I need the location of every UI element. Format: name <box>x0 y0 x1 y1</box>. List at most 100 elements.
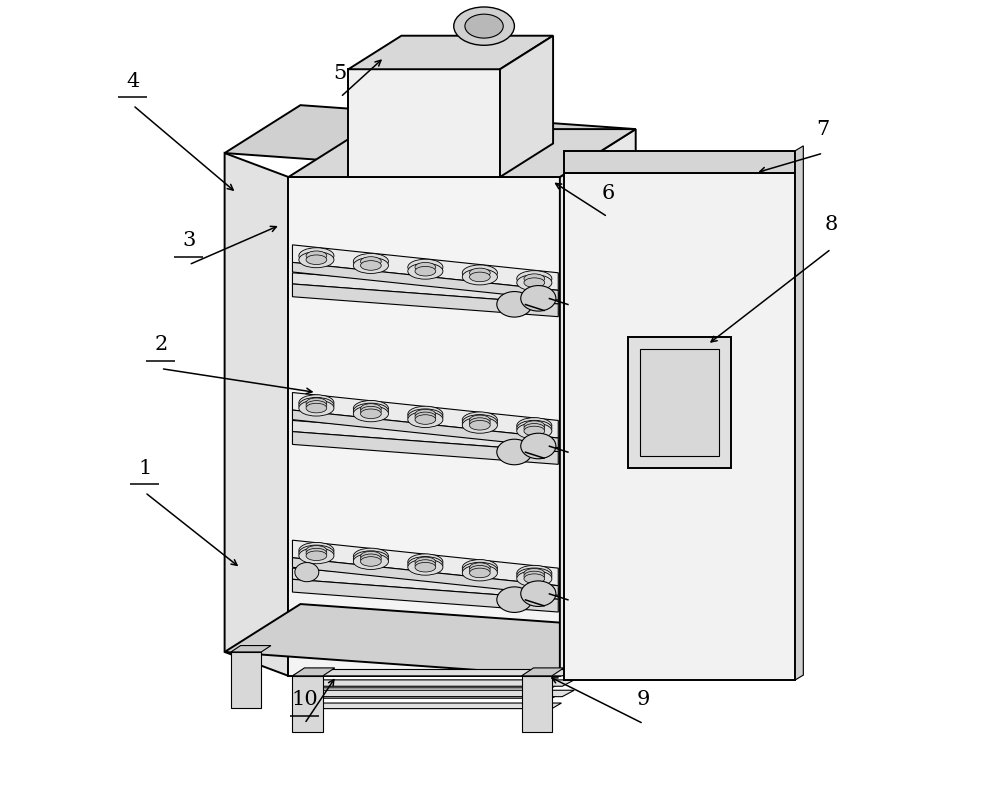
Ellipse shape <box>299 248 334 264</box>
Polygon shape <box>348 36 553 69</box>
Polygon shape <box>292 579 558 612</box>
Polygon shape <box>292 421 558 452</box>
Ellipse shape <box>517 570 552 586</box>
Ellipse shape <box>524 426 545 436</box>
Ellipse shape <box>415 415 436 425</box>
Ellipse shape <box>353 553 388 570</box>
Ellipse shape <box>497 292 532 317</box>
Ellipse shape <box>462 265 497 281</box>
Ellipse shape <box>353 551 388 567</box>
Text: 5: 5 <box>334 64 347 83</box>
Polygon shape <box>522 668 564 676</box>
Ellipse shape <box>299 548 334 564</box>
Ellipse shape <box>524 421 545 430</box>
Ellipse shape <box>415 557 436 566</box>
Ellipse shape <box>497 439 532 465</box>
Ellipse shape <box>306 251 327 260</box>
Ellipse shape <box>517 275 552 291</box>
Polygon shape <box>292 410 558 448</box>
Ellipse shape <box>299 400 334 416</box>
Ellipse shape <box>517 271 552 287</box>
Ellipse shape <box>306 545 327 555</box>
Text: 9: 9 <box>637 690 650 710</box>
Polygon shape <box>292 680 574 686</box>
Polygon shape <box>292 682 561 688</box>
Ellipse shape <box>462 565 497 581</box>
Ellipse shape <box>408 559 443 575</box>
Text: 4: 4 <box>126 72 139 91</box>
Ellipse shape <box>497 587 532 613</box>
Ellipse shape <box>521 433 556 459</box>
Ellipse shape <box>462 415 497 431</box>
Polygon shape <box>795 146 803 680</box>
Ellipse shape <box>469 268 490 278</box>
Polygon shape <box>231 652 261 708</box>
Polygon shape <box>500 36 553 177</box>
Polygon shape <box>292 693 561 698</box>
Polygon shape <box>292 392 558 438</box>
Ellipse shape <box>295 562 319 582</box>
Ellipse shape <box>524 571 545 581</box>
Ellipse shape <box>415 267 436 276</box>
Ellipse shape <box>361 557 381 566</box>
Ellipse shape <box>517 566 552 582</box>
Polygon shape <box>225 153 288 676</box>
Ellipse shape <box>408 264 443 280</box>
Ellipse shape <box>454 7 514 46</box>
Ellipse shape <box>306 398 327 408</box>
Ellipse shape <box>408 554 443 570</box>
Ellipse shape <box>524 569 545 578</box>
Ellipse shape <box>521 581 556 606</box>
Ellipse shape <box>415 560 436 570</box>
Polygon shape <box>292 670 574 676</box>
Polygon shape <box>628 336 731 469</box>
Ellipse shape <box>415 562 436 572</box>
Ellipse shape <box>408 260 443 276</box>
Polygon shape <box>292 703 561 709</box>
Text: 2: 2 <box>154 335 167 354</box>
Ellipse shape <box>415 412 436 421</box>
Polygon shape <box>292 540 558 586</box>
Ellipse shape <box>353 548 388 564</box>
Ellipse shape <box>306 403 327 413</box>
Ellipse shape <box>408 557 443 573</box>
Ellipse shape <box>361 409 381 419</box>
Ellipse shape <box>462 412 497 428</box>
Ellipse shape <box>306 400 327 410</box>
Polygon shape <box>292 432 558 465</box>
Polygon shape <box>348 69 500 177</box>
Polygon shape <box>522 676 552 732</box>
Ellipse shape <box>524 278 545 288</box>
Ellipse shape <box>353 257 388 273</box>
Text: 10: 10 <box>291 690 318 710</box>
Ellipse shape <box>517 421 552 437</box>
Polygon shape <box>292 690 574 697</box>
Polygon shape <box>564 173 795 680</box>
Ellipse shape <box>299 397 334 413</box>
Ellipse shape <box>469 566 490 575</box>
Ellipse shape <box>408 409 443 425</box>
Ellipse shape <box>353 253 388 269</box>
Ellipse shape <box>462 269 497 285</box>
Polygon shape <box>564 151 795 173</box>
Polygon shape <box>292 284 558 316</box>
Ellipse shape <box>306 549 327 557</box>
Ellipse shape <box>469 415 490 425</box>
Ellipse shape <box>361 404 381 413</box>
Ellipse shape <box>462 417 497 433</box>
Ellipse shape <box>299 545 334 561</box>
Text: 8: 8 <box>825 215 838 235</box>
Ellipse shape <box>408 406 443 422</box>
Text: 1: 1 <box>138 459 151 478</box>
Ellipse shape <box>306 255 327 264</box>
Ellipse shape <box>462 562 497 578</box>
Ellipse shape <box>361 551 381 561</box>
Polygon shape <box>292 668 335 676</box>
Ellipse shape <box>299 252 334 268</box>
Text: 7: 7 <box>817 119 830 139</box>
Polygon shape <box>231 646 271 652</box>
Ellipse shape <box>524 274 545 284</box>
Polygon shape <box>288 177 560 676</box>
Polygon shape <box>560 129 636 676</box>
Ellipse shape <box>361 256 381 266</box>
